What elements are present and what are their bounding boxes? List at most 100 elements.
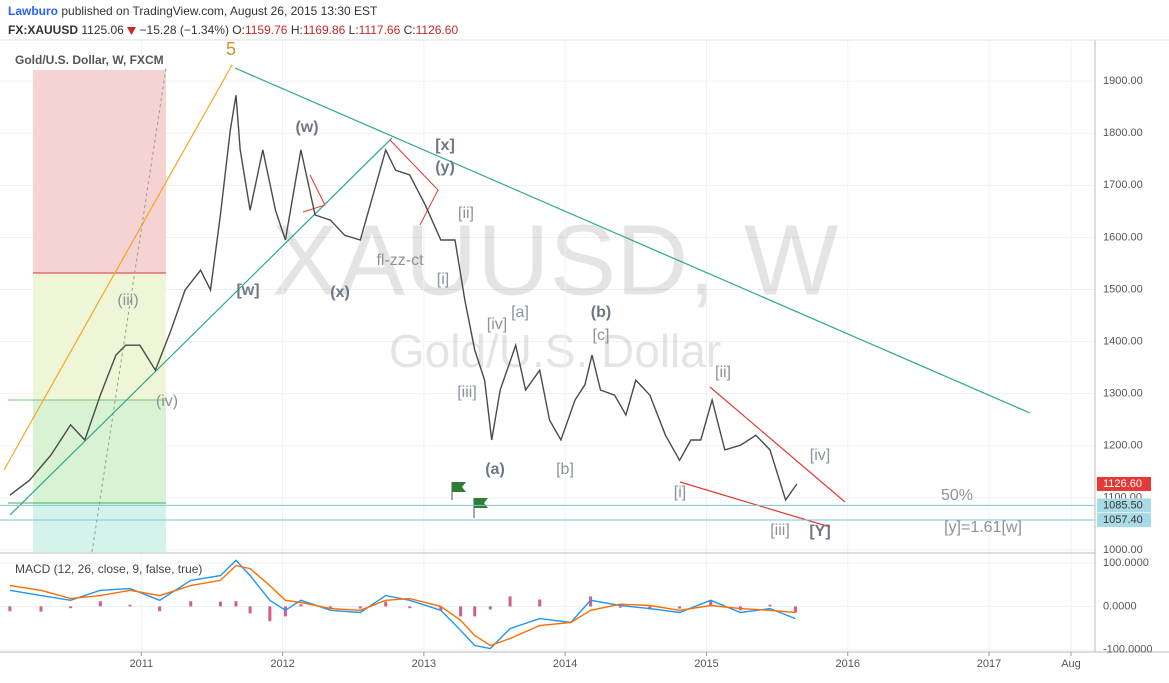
wave-label: [i] <box>437 271 449 288</box>
price-axis <box>1095 40 1169 665</box>
histogram-bar <box>128 604 132 607</box>
published: published on TradingView.com, August 26,… <box>61 4 378 18</box>
ohlc-value: 1126.60 <box>415 23 459 37</box>
histogram-bar <box>283 606 287 617</box>
wedge-line <box>302 174 326 213</box>
y-tick-label: 1500.00 <box>1103 283 1143 295</box>
wave-label: [b] <box>556 461 574 478</box>
ohlc-label: C: <box>403 23 416 37</box>
histogram-bar <box>268 606 272 622</box>
watermark: XAUUSD, W <box>272 204 839 316</box>
wave-label: [c] <box>593 327 610 344</box>
wave-label: [ii] <box>458 205 474 222</box>
histogram-bar <box>234 601 238 607</box>
trend-line <box>3 64 233 471</box>
wave-label: (x) <box>330 284 350 301</box>
histogram-bar <box>439 606 443 611</box>
flag <box>473 498 488 518</box>
wave-label: [iv] <box>810 447 830 464</box>
ohlc-label: H: <box>290 23 303 37</box>
x-tick-label: Aug <box>1061 658 1081 670</box>
down-arrow <box>127 26 137 35</box>
histogram-bar <box>538 599 542 607</box>
y-tick-label: 1900.00 <box>1103 75 1143 87</box>
histogram-bar <box>508 596 512 607</box>
y-tick-label: -100.0000 <box>1103 644 1153 656</box>
histogram-bar <box>488 606 492 610</box>
level-box <box>1097 498 1151 513</box>
level-box <box>1097 476 1151 491</box>
labels: Gold/U.S. Dollar, W, FXCM MACD (12, 26, … <box>0 39 1169 670</box>
level-box <box>1097 513 1151 528</box>
histogram-bar <box>98 601 102 607</box>
y-tick-label: 100.0000 <box>1103 557 1149 569</box>
histogram-bar <box>618 606 622 608</box>
series-line <box>9 559 796 650</box>
header-line: FX:XAUUSD 1125.06 −15.28 (−1.34%) O:1159… <box>8 21 458 40</box>
ohlc-label: L: <box>348 23 359 37</box>
chart-title: Gold/U.S. Dollar, W, FXCM <box>15 53 164 67</box>
histogram-bar <box>678 606 682 609</box>
wave-label: [x] <box>435 137 455 154</box>
wedge-line <box>389 139 439 226</box>
histogram-bar <box>329 606 333 609</box>
ohlc-value: 1159.76 <box>244 23 288 37</box>
histogram-bar <box>473 606 477 617</box>
change: −15.28 (−1.34%) <box>139 23 229 37</box>
flag <box>451 482 466 500</box>
zone-teal <box>33 503 166 552</box>
y-tick-label: 1300.00 <box>1103 388 1143 400</box>
wedge-line <box>679 481 831 528</box>
y-tick-label: 1800.00 <box>1103 127 1143 139</box>
x-tick-label: 2014 <box>553 658 577 670</box>
wave-label: 5 <box>226 39 236 59</box>
y-tick-label: 1700.00 <box>1103 179 1143 191</box>
wave-label: fl-zz-ct <box>376 252 424 269</box>
indicator-title: MACD (12, 26, close, 9, false, true) <box>15 562 202 576</box>
level-label: 1057.40 <box>1103 514 1143 526</box>
ohlc-label: O: <box>232 23 245 37</box>
histogram-bar <box>248 606 252 614</box>
channel-line <box>234 67 1031 414</box>
wave-label: 50% <box>941 487 973 504</box>
header: Lawburo published on TradingView.com, Au… <box>8 2 458 40</box>
series-line <box>9 564 796 647</box>
wave-label: (a) <box>485 461 505 478</box>
watermark: Gold/U.S. Dollar <box>389 325 721 377</box>
histogram-bar <box>8 606 12 612</box>
level-label: 1085.50 <box>1103 499 1143 511</box>
marks <box>0 95 1095 650</box>
channel-line <box>9 137 393 516</box>
zone-red <box>33 70 166 273</box>
histogram-bar <box>384 601 388 607</box>
series-line <box>9 95 798 502</box>
histogram-bar <box>299 604 303 607</box>
author: Lawburo <box>8 4 58 18</box>
zone-green <box>33 400 166 503</box>
y-tick-label: 1600.00 <box>1103 231 1143 243</box>
y-tick-label: 1000.00 <box>1103 544 1143 556</box>
grid: XAUUSD, W Gold/U.S. Dollar <box>0 40 1095 652</box>
price: 1125.06 <box>81 23 124 37</box>
histogram-bar <box>768 604 772 607</box>
histogram-bar <box>709 601 713 607</box>
wave-label: (b) <box>591 304 611 321</box>
level-label: 1126.60 <box>1103 478 1142 490</box>
x-tick-label: 2015 <box>694 658 718 670</box>
wave-label: [y]=1.61[w] <box>944 519 1022 536</box>
wave-label: [iii] <box>457 384 477 401</box>
wave-label: (y) <box>435 159 455 176</box>
wave-label: (iii) <box>117 292 138 309</box>
histogram-bar <box>69 606 73 609</box>
wedge-line <box>709 386 846 503</box>
x-tick-label: 2017 <box>977 658 1001 670</box>
x-tick-label: 2016 <box>835 658 859 670</box>
drawings <box>3 64 1031 553</box>
fib-line <box>91 67 167 553</box>
ohlc: O:1159.76 H:1169.86 L:1117.66 C:1126.60 <box>232 23 458 37</box>
histogram-bar <box>189 601 193 607</box>
x-tick-label: 2013 <box>412 658 436 670</box>
wave-label: (w) <box>295 119 318 136</box>
histogram-bar <box>358 606 362 609</box>
